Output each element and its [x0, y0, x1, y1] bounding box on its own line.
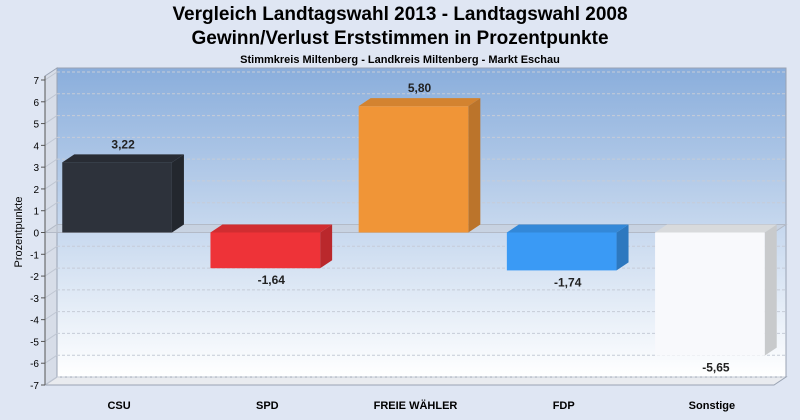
- bar-csu: [62, 154, 184, 233]
- grid-line-depth: [44, 311, 58, 321]
- category-label: CSU: [107, 400, 130, 412]
- category-label: FREIE WÄHLER: [374, 399, 458, 412]
- bar-front: [506, 232, 617, 271]
- data-label: -1,74: [554, 275, 582, 289]
- grid-line-depth: [44, 136, 58, 146]
- chart-caption: Stimmkreis Miltenberg - Landkreis Milten…: [240, 54, 560, 66]
- y-tick-label: 6: [33, 98, 39, 109]
- grid-line-depth: [44, 71, 58, 81]
- data-label: 5,80: [408, 81, 432, 95]
- chart-subtitle: Gewinn/Verlust Erststimmen in Prozentpun…: [191, 28, 609, 49]
- y-tick-label: 7: [33, 76, 39, 87]
- y-tick-label: 2: [33, 185, 39, 196]
- grid-line-depth: [44, 289, 58, 299]
- category-label: Sonstige: [689, 400, 735, 412]
- y-tick-label: 3: [33, 163, 39, 174]
- plot-floor: [43, 376, 788, 386]
- y-tick-label: -5: [30, 337, 39, 348]
- y-tick-label: -4: [30, 316, 39, 327]
- data-label: -1,64: [258, 273, 286, 287]
- chart-title: Vergleich Landtagswahl 2013 - Landtagswa…: [172, 4, 628, 25]
- grid-line-depth: [44, 180, 58, 190]
- bar-front: [655, 232, 765, 356]
- bar-side: [468, 98, 481, 233]
- bar-top: [62, 154, 184, 163]
- y-tick-label: 5: [33, 120, 39, 131]
- bar-spd: [210, 224, 333, 269]
- y-tick-label: -6: [30, 359, 39, 370]
- y-tick-label: -7: [30, 381, 39, 392]
- grid-line-depth: [44, 354, 58, 364]
- y-tick-label: -1: [30, 250, 39, 261]
- bar-front: [62, 162, 172, 233]
- y-tick-label: 4: [33, 141, 39, 152]
- grid-line-depth: [44, 115, 58, 124]
- data-labels: 3,22 -1,64 5,80 -1,74 -5,65: [111, 81, 729, 374]
- grid-line-depth: [44, 376, 58, 386]
- y-tick-label: 1: [33, 207, 39, 218]
- data-label: -5,65: [702, 361, 730, 375]
- category-label: SPD: [256, 400, 279, 412]
- bar-top: [210, 224, 333, 233]
- bar-front: [358, 106, 469, 233]
- grid-line-depth: [44, 158, 58, 168]
- bar-side: [171, 154, 184, 233]
- bar-fdp: [506, 224, 629, 271]
- category-label: FDP: [553, 400, 575, 412]
- y-tick-label: 0: [33, 229, 39, 240]
- bar-top: [358, 98, 481, 107]
- y-tick-label: -3: [30, 294, 39, 305]
- bar-side: [764, 224, 777, 356]
- bar-top: [506, 224, 629, 233]
- bar-side: [320, 224, 333, 269]
- bar-freie-wähler: [358, 98, 481, 233]
- bar-top: [655, 224, 777, 233]
- y-axis: 7 6 5 4 3 2 1 0 -1 -2 -3 -4 -5 -6 -7: [30, 76, 46, 392]
- y-tick-label: -2: [30, 272, 39, 283]
- bars: [62, 98, 777, 356]
- grid-line-depth: [44, 245, 58, 255]
- category-labels: CSU SPD FREIE WÄHLER FDP Sonstige: [107, 399, 735, 412]
- grid-line-depth: [44, 333, 58, 342]
- grid-line-depth: [44, 267, 58, 277]
- y-axis-label: Prozentpunkte: [13, 197, 25, 268]
- grid-line-depth: [44, 93, 58, 103]
- bar-sonstige: [655, 224, 777, 356]
- grid-line-depth: [44, 202, 58, 212]
- bar-side: [616, 224, 629, 271]
- bar-front: [210, 232, 321, 269]
- data-label: 3,22: [111, 137, 135, 151]
